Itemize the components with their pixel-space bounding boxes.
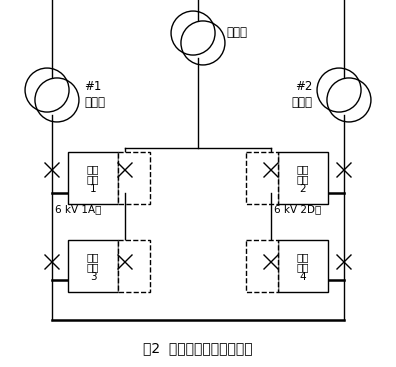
Bar bbox=[246, 152, 278, 204]
Text: 1: 1 bbox=[89, 184, 96, 194]
Text: 4: 4 bbox=[300, 272, 307, 282]
Text: 快切: 快切 bbox=[87, 252, 99, 262]
Text: 装置: 装置 bbox=[87, 174, 99, 184]
Text: 装置: 装置 bbox=[297, 174, 309, 184]
Text: 图2  厂用电互联快切示意图: 图2 厂用电互联快切示意图 bbox=[143, 341, 253, 355]
Text: 高厂变: 高厂变 bbox=[291, 97, 312, 109]
Text: 快切: 快切 bbox=[297, 164, 309, 174]
Bar bbox=[118, 240, 150, 292]
Text: 快切: 快切 bbox=[87, 164, 99, 174]
Bar bbox=[278, 152, 328, 204]
Text: 装置: 装置 bbox=[297, 262, 309, 272]
Bar bbox=[278, 240, 328, 292]
Bar bbox=[246, 240, 278, 292]
Text: #1: #1 bbox=[84, 80, 101, 94]
Text: 启备变: 启备变 bbox=[226, 26, 247, 40]
Bar bbox=[118, 152, 150, 204]
Text: 快切: 快切 bbox=[297, 252, 309, 262]
Text: #2: #2 bbox=[295, 80, 312, 94]
Text: 6 kV 2D段: 6 kV 2D段 bbox=[274, 204, 321, 214]
Text: 2: 2 bbox=[300, 184, 307, 194]
Text: 高厂变: 高厂变 bbox=[84, 97, 105, 109]
Bar bbox=[68, 152, 118, 204]
Bar bbox=[68, 240, 118, 292]
Text: 6 kV 1A段: 6 kV 1A段 bbox=[55, 204, 101, 214]
Text: 3: 3 bbox=[89, 272, 96, 282]
Text: 装置: 装置 bbox=[87, 262, 99, 272]
